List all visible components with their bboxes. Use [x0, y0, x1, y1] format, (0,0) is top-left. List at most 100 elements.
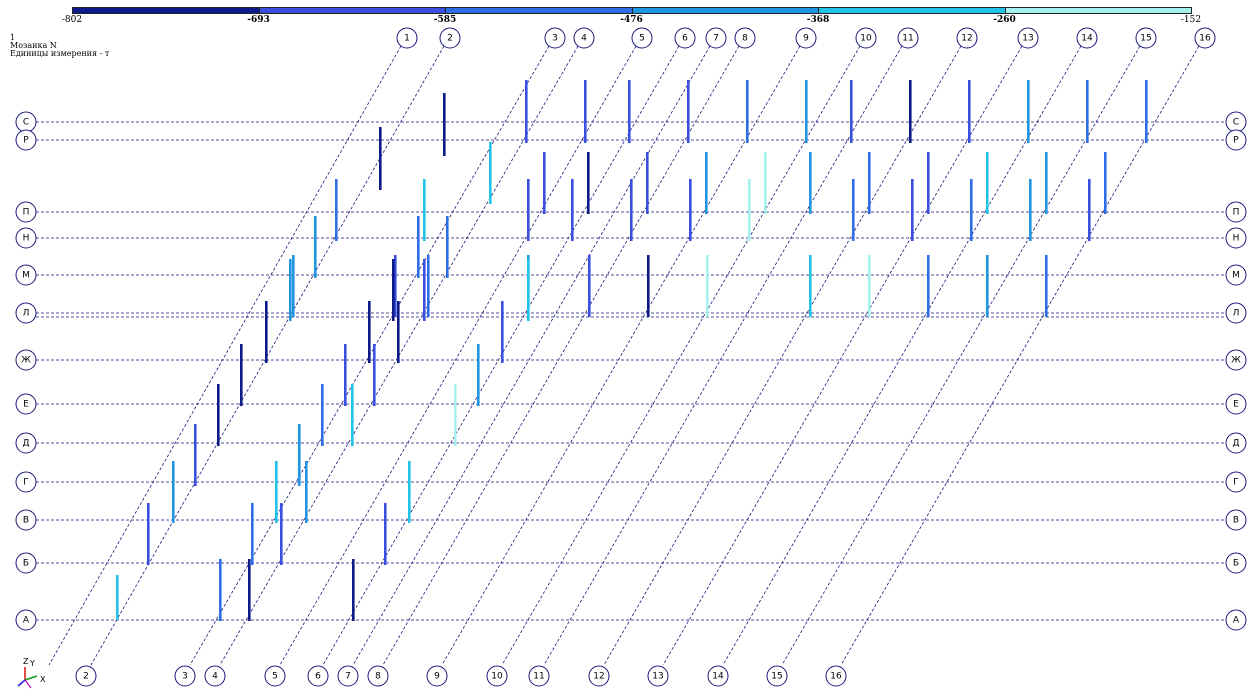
column-axis-bubble — [573, 27, 595, 49]
column-grid-line — [840, 45, 1200, 666]
column-axis-label: 13 — [652, 672, 663, 682]
column-axis-bubble — [707, 665, 729, 687]
row-axis-bubble — [1225, 471, 1247, 493]
column-axis-label: 14 — [1081, 34, 1093, 44]
row-axis-bubble — [1225, 552, 1247, 574]
element-force-bar — [1145, 80, 1148, 143]
column-axis-label: 11 — [533, 672, 544, 682]
row-axis-bubble — [1225, 227, 1247, 249]
column-axis-bubble — [439, 27, 461, 49]
element-force-bar — [527, 259, 530, 321]
element-force-bar — [397, 301, 400, 363]
element-force-bar — [446, 216, 449, 278]
svg-text:Z: Z — [23, 657, 29, 666]
column-axis-label: 8 — [375, 672, 381, 682]
element-force-bar — [384, 503, 387, 565]
row-axis-bubble — [1225, 201, 1247, 223]
column-grid-line — [279, 45, 637, 666]
column-axis-bubble — [825, 665, 847, 687]
row-axis-label: Л — [1233, 309, 1240, 319]
element-force-bar — [501, 301, 504, 363]
row-axis-label: Е — [23, 400, 29, 410]
column-axis-bubble — [307, 665, 329, 687]
column-grid-line — [722, 45, 1082, 666]
row-axis-bubble — [1225, 302, 1247, 324]
column-grid-line — [48, 45, 402, 666]
row-axis-label: Н — [1233, 234, 1240, 244]
element-force-bar — [588, 255, 591, 317]
element-force-bar — [525, 80, 528, 143]
row-axis-label: Л — [23, 309, 30, 319]
column-axis-label: 10 — [491, 672, 503, 682]
element-force-bar — [265, 301, 268, 363]
column-grid-line — [352, 45, 711, 666]
element-force-bar — [147, 503, 150, 565]
element-force-bar — [305, 461, 308, 523]
column-axis-label: 6 — [682, 34, 688, 44]
row-axis-bubble — [1225, 393, 1247, 415]
column-axis-label: 12 — [961, 34, 972, 44]
element-force-bar — [647, 255, 650, 317]
element-force-bar — [443, 93, 446, 156]
element-force-bar — [298, 424, 301, 486]
element-force-bar — [392, 259, 395, 321]
column-axis-bubble — [1135, 27, 1157, 49]
element-force-bar — [805, 80, 808, 143]
column-axis-bubble — [174, 665, 196, 687]
column-axis-label: 11 — [902, 34, 913, 44]
column-axis-bubble — [264, 665, 286, 687]
row-axis-bubble — [15, 227, 37, 249]
element-force-bar — [809, 255, 812, 317]
column-axis-bubble — [204, 665, 226, 687]
element-force-bar — [394, 255, 397, 317]
element-force-bar — [587, 152, 590, 214]
column-axis-label: 6 — [315, 672, 321, 682]
column-axis-bubble — [956, 27, 978, 49]
element-force-bar — [116, 575, 119, 620]
load-case-number: 1 — [10, 33, 16, 42]
units-label: Единицы измерения - т — [10, 49, 110, 58]
column-axis-label: 1 — [404, 34, 410, 44]
element-force-bar — [489, 142, 492, 204]
column-axis-label: 2 — [83, 672, 89, 682]
element-force-bar — [543, 152, 546, 214]
column-axis-bubble — [396, 27, 418, 49]
row-axis-label: Б — [23, 559, 29, 569]
element-force-bar — [251, 503, 254, 565]
xyz-axes-icon: Z YX — [17, 657, 46, 689]
element-force-bar — [1088, 179, 1091, 241]
element-force-bar — [351, 384, 354, 446]
column-axis-label: 16 — [830, 672, 842, 682]
column-axis-bubble — [1017, 27, 1039, 49]
row-axis-label: Н — [23, 234, 30, 244]
row-axis-label: Ж — [1231, 356, 1241, 366]
column-axis-label: 15 — [1140, 34, 1151, 44]
column-axis-bubble — [766, 665, 788, 687]
row-axis-label: Б — [1233, 559, 1239, 569]
element-force-bar — [927, 152, 930, 214]
element-force-bar — [314, 216, 317, 278]
row-axis-label: С — [1233, 118, 1239, 128]
row-axis-label: С — [23, 118, 29, 128]
element-force-bar — [764, 152, 767, 214]
element-force-bar — [321, 384, 324, 446]
row-axis-bubble — [15, 393, 37, 415]
element-force-bar — [630, 179, 633, 241]
column-grid-line — [662, 45, 1023, 666]
element-force-bar — [344, 344, 347, 406]
column-axis-bubble — [647, 665, 669, 687]
element-force-bar — [705, 152, 708, 214]
column-axis-bubble — [528, 665, 550, 687]
column-axis-label: 9 — [803, 34, 809, 44]
column-axis-bubble — [795, 27, 817, 49]
column-axis-bubble — [1194, 27, 1216, 49]
row-axis-bubble — [15, 432, 37, 454]
column-axis-bubble — [631, 27, 653, 49]
element-force-bar — [275, 461, 278, 523]
column-grid-line — [781, 45, 1141, 666]
row-axis-bubble — [1225, 349, 1247, 371]
element-force-bar — [352, 559, 355, 621]
column-axis-label: 4 — [212, 672, 218, 682]
element-force-bar — [584, 80, 587, 143]
